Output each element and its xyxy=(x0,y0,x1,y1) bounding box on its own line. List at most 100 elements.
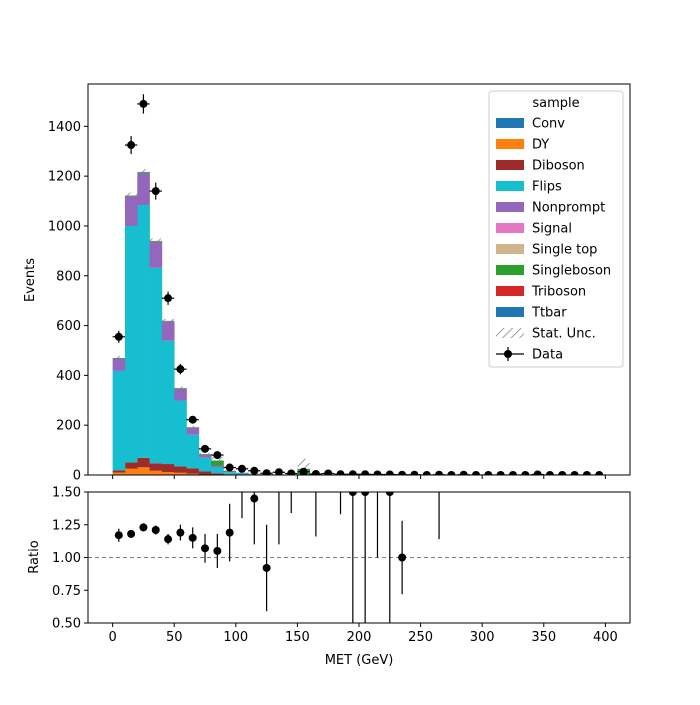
legend-swatch-flips xyxy=(496,181,524,191)
bar-diboson xyxy=(162,464,175,472)
bar-dy xyxy=(113,473,126,475)
main-y-axis-label: Events xyxy=(23,258,38,302)
legend-label-stat-unc: Stat. Unc. xyxy=(532,327,596,342)
bar-dy xyxy=(137,467,150,474)
y-tick-label: 600 xyxy=(56,319,81,334)
legend-label-dy: DY xyxy=(532,138,549,153)
legend-swatch-dy xyxy=(496,139,524,149)
ratio-point xyxy=(398,554,406,562)
bar-diboson xyxy=(125,463,138,469)
ratio-y-axis-label: Ratio xyxy=(27,540,42,573)
bar-flips xyxy=(162,341,175,464)
y-tick-label: 1000 xyxy=(48,219,81,234)
data-point xyxy=(189,416,197,424)
bar-nonprompt xyxy=(187,428,200,435)
bar-diboson xyxy=(137,458,150,467)
ratio-point xyxy=(115,531,123,539)
data-point xyxy=(152,187,160,195)
ratio-point xyxy=(152,526,160,534)
ratio-point xyxy=(189,534,197,542)
ratio-x-tick-label: 200 xyxy=(347,630,372,645)
bar-nonprompt xyxy=(125,196,138,226)
legend-title: sample xyxy=(532,96,579,111)
data-point xyxy=(213,451,221,459)
bar-diboson xyxy=(113,471,126,473)
y-tick-label: 1400 xyxy=(48,120,81,135)
legend-swatch-nonprompt xyxy=(496,202,524,212)
y-tick-label: 1200 xyxy=(48,170,81,185)
ratio-point xyxy=(263,564,271,572)
legend-swatch-ttbar xyxy=(496,307,524,317)
legend-label-flips: Flips xyxy=(532,180,562,195)
bar-nonprompt xyxy=(150,242,163,268)
y-tick-label: 0 xyxy=(73,469,81,484)
ratio-y-tick-label: 0.75 xyxy=(52,584,81,599)
ratio-point xyxy=(127,530,135,538)
data-point xyxy=(127,141,135,149)
y-tick-label: 400 xyxy=(56,369,81,384)
bar-flips xyxy=(137,205,150,458)
ratio-y-tick-label: 1.25 xyxy=(52,518,81,533)
ratio-x-tick-label: 100 xyxy=(223,630,248,645)
data-point xyxy=(250,467,258,475)
legend-label-data: Data xyxy=(532,348,563,363)
bar-nonprompt xyxy=(137,173,150,205)
legend-swatch-signal xyxy=(496,223,524,233)
legend-swatch-single-top xyxy=(496,244,524,254)
ratio-y-tick-label: 1.50 xyxy=(52,486,81,501)
ratio-point xyxy=(250,495,258,503)
bar-dy xyxy=(162,472,175,474)
legend-label-singleboson: Singleboson xyxy=(532,264,611,279)
bar-flips xyxy=(211,467,224,473)
data-point xyxy=(164,294,172,302)
legend-label-single-top: Single top xyxy=(532,243,597,258)
ratio-point xyxy=(201,544,209,552)
bar-flips xyxy=(125,226,138,463)
data-point xyxy=(139,100,147,108)
ratio-x-axis-label: MET (GeV) xyxy=(325,653,394,668)
ratio-point xyxy=(176,529,184,537)
ratio-point xyxy=(213,547,221,555)
legend-marker-data xyxy=(504,350,512,358)
legend-label-triboson: Triboson xyxy=(531,285,586,300)
bar-diboson xyxy=(187,468,200,473)
y-tick-label: 200 xyxy=(56,419,81,434)
ratio-y-tick-label: 1.00 xyxy=(52,551,81,566)
bar-flips xyxy=(236,474,249,475)
ratio-x-tick-label: 300 xyxy=(470,630,495,645)
bar-nonprompt xyxy=(162,321,175,340)
ratio-point xyxy=(226,529,234,537)
bar-flips xyxy=(174,401,187,467)
legend-label-nonprompt: Nonprompt xyxy=(532,201,605,216)
bar-diboson xyxy=(199,472,212,475)
bar-flips xyxy=(199,458,212,472)
stat-unc-band xyxy=(150,238,162,243)
y-tick-label: 800 xyxy=(56,269,81,284)
ratio-x-tick-label: 50 xyxy=(166,630,183,645)
bar-dy xyxy=(125,469,138,474)
legend-label-conv: Conv xyxy=(532,117,565,132)
bar-flips xyxy=(187,435,200,469)
data-point xyxy=(226,464,234,472)
stat-unc-band xyxy=(137,169,149,175)
legend-swatch-diboson xyxy=(496,160,524,170)
ratio-point xyxy=(139,523,147,531)
stat-unc-band xyxy=(125,193,137,199)
legend-swatch-stat-unc xyxy=(496,328,524,338)
bar-diboson xyxy=(174,467,187,473)
bar-nonprompt xyxy=(174,389,187,401)
legend-label-signal: Signal xyxy=(532,222,572,237)
data-point xyxy=(238,465,246,473)
bar-dy xyxy=(174,473,187,475)
data-point xyxy=(115,333,123,341)
ratio-point xyxy=(164,535,172,543)
ratio-x-tick-label: 400 xyxy=(593,630,618,645)
legend-label-diboson: Diboson xyxy=(532,159,585,174)
bar-flips xyxy=(150,268,163,464)
legend-swatch-singleboson xyxy=(496,265,524,275)
legend-swatch-conv xyxy=(496,118,524,128)
bar-flips xyxy=(113,371,126,471)
bar-diboson xyxy=(150,463,163,470)
